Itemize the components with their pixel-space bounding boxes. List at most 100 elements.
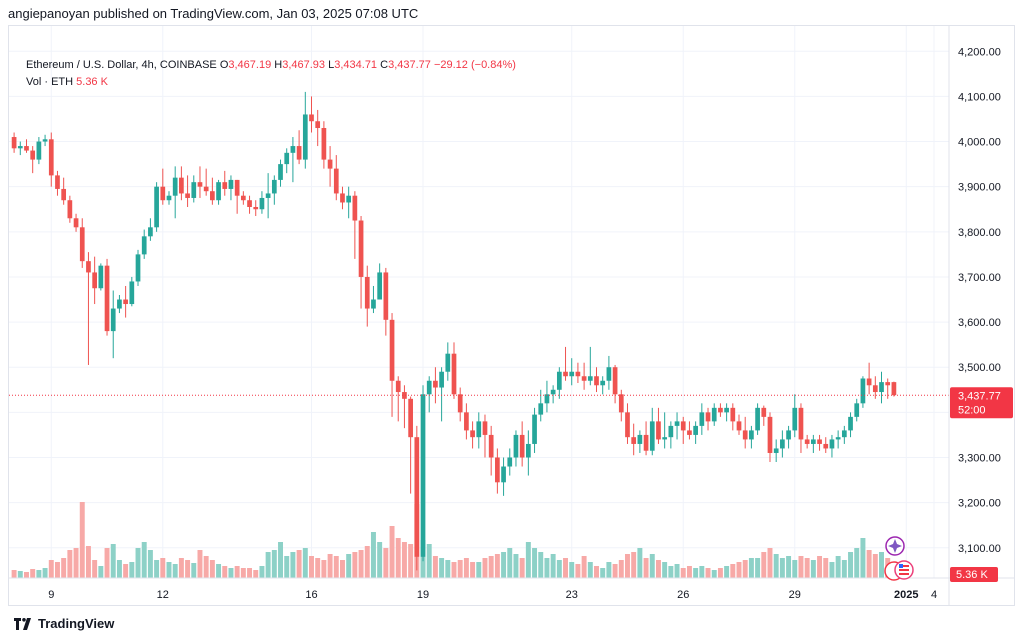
candle-body — [594, 376, 599, 386]
volume-bar — [507, 548, 513, 578]
candle-body — [414, 437, 420, 557]
price-tick-label: 3,600.00 — [958, 317, 1001, 329]
volume-bar — [154, 560, 160, 578]
volume-bar — [575, 564, 581, 578]
volume-bar — [451, 562, 457, 578]
publisher-line: angiepanoyan published on TradingView.co… — [8, 6, 419, 21]
symbol-title[interactable]: Ethereum / U.S. Dollar, 4h, COINBASE — [26, 59, 217, 71]
volume-bar — [327, 554, 333, 578]
volume-bar — [116, 560, 122, 578]
tradingview-footer[interactable]: TradingView — [14, 616, 114, 631]
candle-body — [148, 227, 153, 237]
price-chart[interactable]: 4,200.00 4,100.00 4,000.00 3,900.00 3,800.00… — [9, 26, 1014, 605]
volume-label[interactable]: Vol · ETH — [26, 76, 74, 88]
candle-body — [141, 236, 147, 255]
price-tick-label: 3,700.00 — [958, 272, 1001, 284]
volume-bar — [129, 562, 135, 578]
volume-bar — [773, 554, 779, 578]
volume-bar — [247, 568, 253, 578]
volume-bar — [203, 556, 209, 578]
time-tick-label: 29 — [789, 589, 801, 601]
volume-bar — [643, 558, 649, 578]
volume-bar — [823, 558, 829, 578]
volume-bar — [717, 568, 723, 578]
candle-body — [364, 276, 370, 309]
volume-bar — [85, 546, 91, 578]
volume-bar — [587, 562, 593, 578]
candle-body — [786, 430, 791, 440]
volume-bar — [470, 562, 476, 578]
volume-bar — [339, 560, 345, 578]
candle-body — [631, 437, 637, 444]
volume-bar — [426, 544, 432, 578]
volume-bar — [674, 564, 680, 578]
candle-body — [30, 150, 36, 160]
candle-body — [705, 412, 711, 422]
volume-bar — [352, 552, 358, 578]
candle-body — [699, 412, 705, 426]
time-tick-label: 2025 — [894, 589, 918, 601]
candle-body — [866, 378, 872, 386]
chart-panel[interactable]: 4,200.00 4,100.00 4,000.00 3,900.00 3,800.00… — [8, 25, 1015, 606]
volume-bar — [383, 548, 389, 578]
volume-bar — [98, 566, 104, 578]
candle-body — [445, 353, 451, 372]
candle-body — [817, 439, 822, 444]
volume-bar — [693, 568, 699, 578]
volume-bar — [655, 560, 661, 578]
volume-bar — [711, 570, 717, 578]
candle-body — [259, 197, 265, 210]
candle-body — [290, 146, 296, 153]
footer-brand: TradingView — [38, 616, 115, 631]
volume-bar — [24, 572, 29, 578]
volume-bar — [389, 526, 395, 578]
volume-bar — [513, 554, 519, 578]
candles — [11, 91, 897, 571]
candle-body — [160, 186, 166, 201]
candle-body — [216, 182, 221, 201]
time-tick-label: 12 — [157, 589, 169, 601]
candle-body — [340, 193, 345, 203]
volume-bar — [854, 548, 860, 578]
candle-body — [872, 385, 878, 393]
volume-bar — [222, 566, 228, 578]
candle-body — [581, 376, 587, 381]
candle-body — [191, 182, 197, 198]
candle-body — [674, 421, 680, 426]
candle-body — [92, 272, 97, 289]
candle-body — [885, 382, 891, 386]
volume-bar — [135, 548, 141, 578]
candle-body — [271, 179, 277, 194]
countdown-label: 52:00 — [958, 404, 986, 416]
volume-bar — [11, 570, 17, 578]
candle-body — [718, 407, 723, 413]
candle-body — [742, 430, 748, 440]
volume-bar — [662, 562, 668, 578]
candle-body — [637, 434, 643, 444]
volume-bar — [779, 558, 785, 578]
volume-bar — [755, 558, 761, 578]
candle-body — [123, 299, 128, 305]
price-tick-label: 3,800.00 — [958, 227, 1001, 239]
candle-body — [755, 407, 760, 431]
candle-body — [656, 421, 661, 440]
volume-bar — [550, 554, 556, 578]
volume-bar — [463, 558, 469, 578]
volume-bar — [401, 542, 407, 578]
candle-body — [687, 430, 692, 435]
volume-bar — [309, 556, 314, 578]
candle-body — [104, 265, 110, 332]
candle-body — [179, 177, 184, 194]
candle-body — [476, 421, 482, 438]
price-tick-label: 3,200.00 — [958, 498, 1001, 510]
volume-bar — [209, 560, 215, 578]
volume-legend: Vol · ETH 5.36 K — [26, 76, 108, 88]
candle-body — [61, 188, 67, 201]
candle-body — [302, 114, 308, 160]
close-label: C — [380, 59, 389, 71]
high-label: H — [274, 59, 283, 71]
candle-body — [358, 220, 364, 277]
candle-body — [222, 182, 228, 189]
candle-body — [42, 139, 48, 142]
candle-body — [891, 382, 897, 396]
